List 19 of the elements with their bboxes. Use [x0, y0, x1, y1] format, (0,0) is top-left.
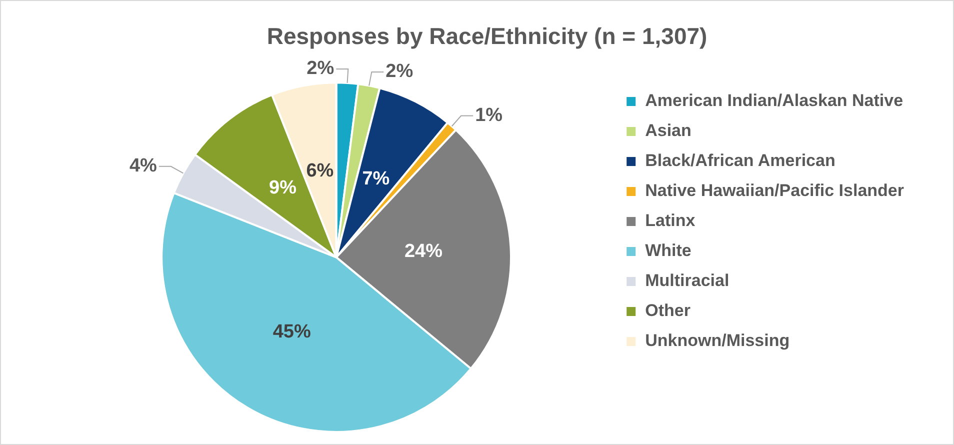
data-label: 2% — [306, 58, 334, 80]
data-label: 6% — [306, 160, 334, 182]
chart-title: Responses by Race/Ethnicity (n = 1,307) — [266, 23, 708, 50]
data-label: 4% — [129, 156, 158, 177]
legend-label: Multiracial — [645, 271, 730, 290]
data-label: 1% — [475, 104, 503, 126]
legend-label: Black/African American — [645, 151, 836, 170]
legend-label: White — [645, 241, 692, 260]
data-label: 2% — [386, 61, 414, 82]
data-label: 7% — [362, 168, 390, 190]
data-label: 9% — [269, 178, 297, 199]
data-label: 45% — [272, 322, 311, 343]
legend-label: Latinx — [645, 211, 696, 230]
legend-label: Unknown/Missing — [645, 331, 790, 350]
legend-label: Other — [645, 301, 691, 320]
legend-label: Native Hawaiian/Pacific Islander — [645, 181, 904, 200]
legend-label: Asian — [645, 121, 692, 140]
data-label: 24% — [404, 241, 443, 262]
legend-label: American Indian/Alaskan Native — [645, 91, 904, 110]
